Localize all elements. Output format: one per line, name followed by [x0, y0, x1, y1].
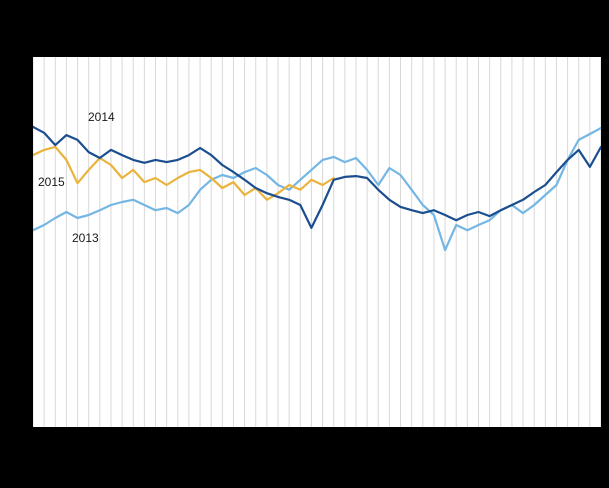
plot-area [33, 57, 601, 427]
series-label-2013: 2013 [72, 231, 99, 245]
series-label-2014: 2014 [88, 110, 115, 124]
series-label-2015: 2015 [38, 175, 65, 189]
chart-canvas [33, 57, 601, 427]
